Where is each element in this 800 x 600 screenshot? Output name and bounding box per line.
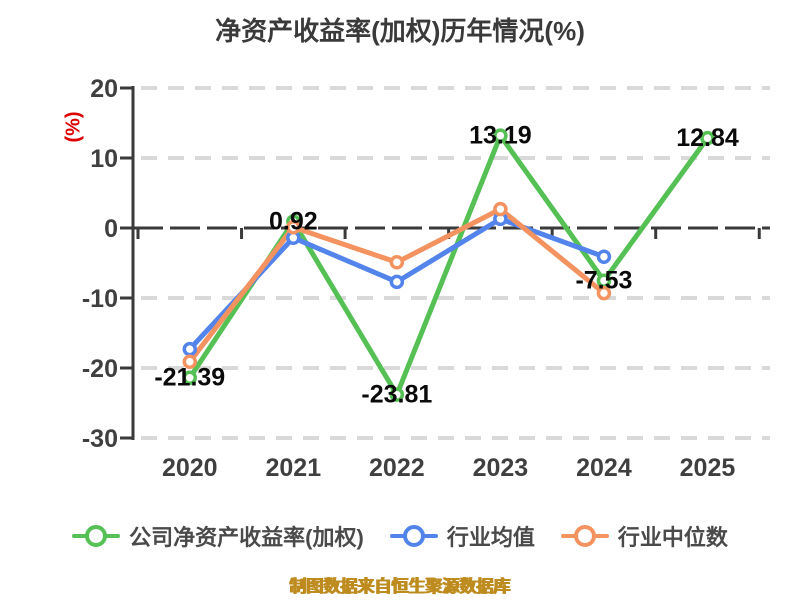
legend-marker-blue: [389, 524, 438, 548]
x-tick-label: 2022: [369, 454, 425, 482]
data-point-s1: [596, 249, 612, 264]
y-tick-label: 10: [90, 145, 118, 173]
x-tick-label: 2023: [473, 454, 529, 482]
data-point-s0: [182, 370, 198, 385]
data-point-s0: [700, 130, 715, 146]
y-tick-label: 20: [90, 75, 118, 103]
data-label: 13.19: [469, 122, 532, 150]
legend-label-industry-mean: 行业均值: [446, 525, 535, 550]
data-point-s2: [286, 220, 301, 235]
data-label: -23.81: [361, 381, 432, 409]
legend-marker-green: [72, 524, 121, 548]
y-tick-label: -20: [82, 355, 118, 383]
y-tick-label: -30: [82, 425, 118, 453]
y-tick-label: -10: [82, 285, 118, 313]
data-label: -21.39: [154, 364, 225, 392]
legend-point-icon: [402, 525, 425, 547]
watermark-text: 制图数据来自恒生聚源数据库: [289, 577, 511, 596]
data-point-s2: [389, 255, 405, 270]
legend-point-icon: [573, 525, 596, 547]
legend-point-icon: [85, 525, 108, 547]
legend-label-company-roe: 公司净资产收益率(加权): [129, 525, 364, 550]
legend-item-company-roe: 公司净资产收益率(加权): [72, 520, 364, 552]
chart-title: 净资产收益率(加权)历年情况(%): [215, 16, 585, 46]
legend-item-industry-median: 行业中位数: [560, 520, 728, 552]
data-label: -7.53: [575, 267, 632, 295]
legend-item-industry-mean: 行业均值: [389, 520, 535, 552]
data-point-s2: [596, 285, 612, 301]
x-tick-label: 2024: [576, 454, 632, 482]
data-point-s1: [389, 274, 405, 290]
y-tick-label: 0: [104, 215, 118, 243]
data-point-s2: [493, 201, 508, 217]
x-tick-label: 2020: [162, 454, 218, 482]
data-point-s2: [182, 354, 198, 369]
legend-marker-orange: [560, 524, 609, 548]
data-label: 12.84: [676, 124, 739, 152]
x-tick-label: 2021: [266, 454, 322, 482]
data-point-s0: [493, 128, 508, 143]
x-tick-label: 2025: [680, 454, 736, 482]
data-point-s0: [389, 387, 405, 402]
legend-label-industry-median: 行业中位数: [617, 525, 728, 550]
legend: 公司净资产收益率(加权) 行业均值 行业中位数: [0, 520, 800, 552]
data-label: 0.92: [269, 208, 318, 236]
data-point-s1: [182, 341, 198, 357]
